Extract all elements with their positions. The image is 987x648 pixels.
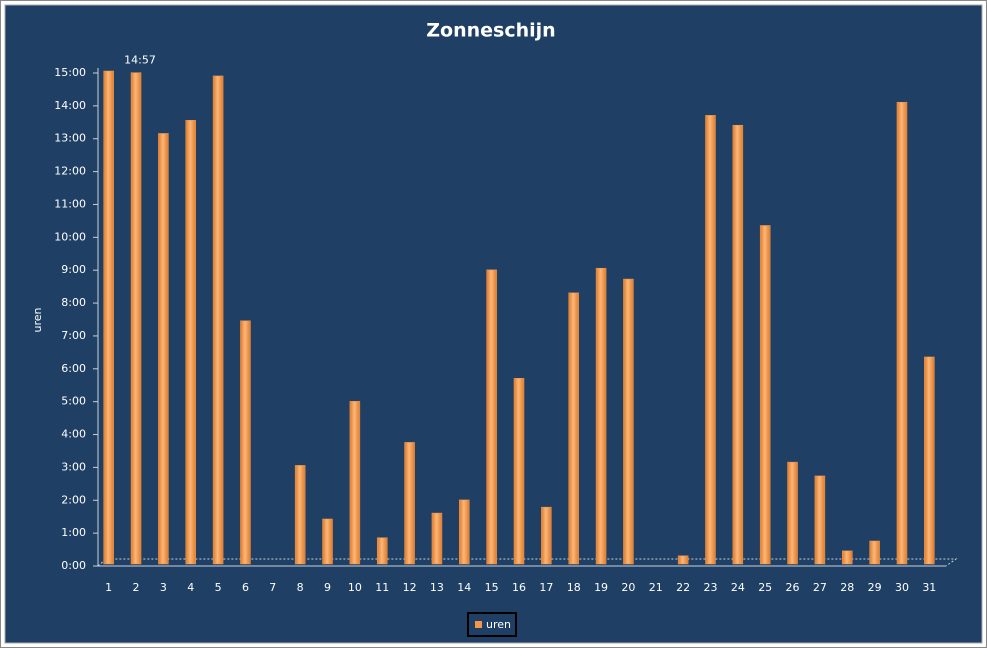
legend-box xyxy=(467,612,517,637)
y-tick-label: 0:00 xyxy=(61,559,86,572)
bar xyxy=(431,512,443,565)
x-tick-label: 15 xyxy=(485,581,499,594)
x-tick-label: 2 xyxy=(133,581,140,594)
bar xyxy=(677,555,689,565)
bar xyxy=(623,278,634,565)
bar xyxy=(130,72,142,565)
y-tick-label: 8:00 xyxy=(61,296,86,309)
x-tick-label: 21 xyxy=(649,581,663,594)
y-tick-label: 5:00 xyxy=(61,395,86,408)
x-tick-label: 18 xyxy=(567,581,581,594)
x-tick-label: 16 xyxy=(512,581,526,594)
bar xyxy=(759,225,771,565)
bar xyxy=(924,356,935,565)
bar xyxy=(158,133,169,565)
bar xyxy=(787,461,798,565)
x-tick-label: 30 xyxy=(895,581,909,594)
x-tick-label: 27 xyxy=(813,581,827,594)
y-tick-label: 12:00 xyxy=(54,165,86,178)
legend-label: uren xyxy=(486,618,511,631)
y-tick-label: 13:00 xyxy=(54,132,86,145)
bar xyxy=(294,465,306,565)
bar xyxy=(322,518,333,565)
y-tick-label: 11:00 xyxy=(54,197,86,210)
x-tick-label: 9 xyxy=(324,581,331,594)
bar xyxy=(185,120,196,565)
legend-swatch xyxy=(475,621,482,628)
bar xyxy=(513,378,525,565)
x-tick-label: 26 xyxy=(786,581,800,594)
y-tick-label: 7:00 xyxy=(61,329,86,342)
x-tick-label: 1 xyxy=(105,581,112,594)
floor xyxy=(97,558,958,567)
x-tick-label: 5 xyxy=(215,581,222,594)
bar xyxy=(486,269,497,565)
bar xyxy=(212,75,224,565)
x-tick-label: 20 xyxy=(621,581,635,594)
bar xyxy=(705,115,716,565)
x-tick-label: 25 xyxy=(758,581,772,594)
x-tick-label: 28 xyxy=(840,581,854,594)
x-tick-label: 3 xyxy=(160,581,167,594)
chart-title: Zonneschijn xyxy=(426,20,555,42)
x-tick-label: 23 xyxy=(703,581,717,594)
bar xyxy=(459,499,470,565)
bar xyxy=(814,475,826,565)
x-tick-label: 29 xyxy=(868,581,882,594)
y-axis-label: uren xyxy=(31,307,44,332)
x-tick-label: 31 xyxy=(922,581,936,594)
y-tick-label: 15:00 xyxy=(54,66,86,79)
y-tick-label: 2:00 xyxy=(61,493,86,506)
bar xyxy=(595,267,607,565)
bar xyxy=(842,550,853,565)
bar xyxy=(568,292,579,565)
x-tick-label: 19 xyxy=(594,581,608,594)
y-tick-label: 1:00 xyxy=(61,526,86,539)
bar xyxy=(349,401,361,565)
bar xyxy=(376,537,388,565)
x-tick-label: 4 xyxy=(187,581,194,594)
y-tick-label: 4:00 xyxy=(61,428,86,441)
bar xyxy=(732,124,744,565)
x-tick-label: 14 xyxy=(457,581,471,594)
y-tick-label: 10:00 xyxy=(54,230,86,243)
x-tick-label: 10 xyxy=(348,581,362,594)
bar xyxy=(240,320,251,565)
y-tick-label: 6:00 xyxy=(61,362,86,375)
x-tick-label: 22 xyxy=(676,581,690,594)
y-tick-label: 3:00 xyxy=(61,460,86,473)
bar xyxy=(896,101,908,565)
x-tick-label: 7 xyxy=(269,581,276,594)
y-tick-label: 14:00 xyxy=(54,99,86,112)
bar xyxy=(869,540,880,565)
bar xyxy=(404,442,415,565)
bar xyxy=(103,70,114,565)
x-tick-label: 17 xyxy=(539,581,553,594)
x-tick-label: 8 xyxy=(297,581,304,594)
x-tick-label: 13 xyxy=(430,581,444,594)
x-tick-label: 24 xyxy=(731,581,745,594)
data-label: 14:57 xyxy=(124,54,156,67)
x-tick-label: 6 xyxy=(242,581,249,594)
y-tick-label: 9:00 xyxy=(61,263,86,276)
x-tick-label: 11 xyxy=(375,581,389,594)
x-tick-label: 12 xyxy=(403,581,417,594)
bar xyxy=(541,506,552,565)
